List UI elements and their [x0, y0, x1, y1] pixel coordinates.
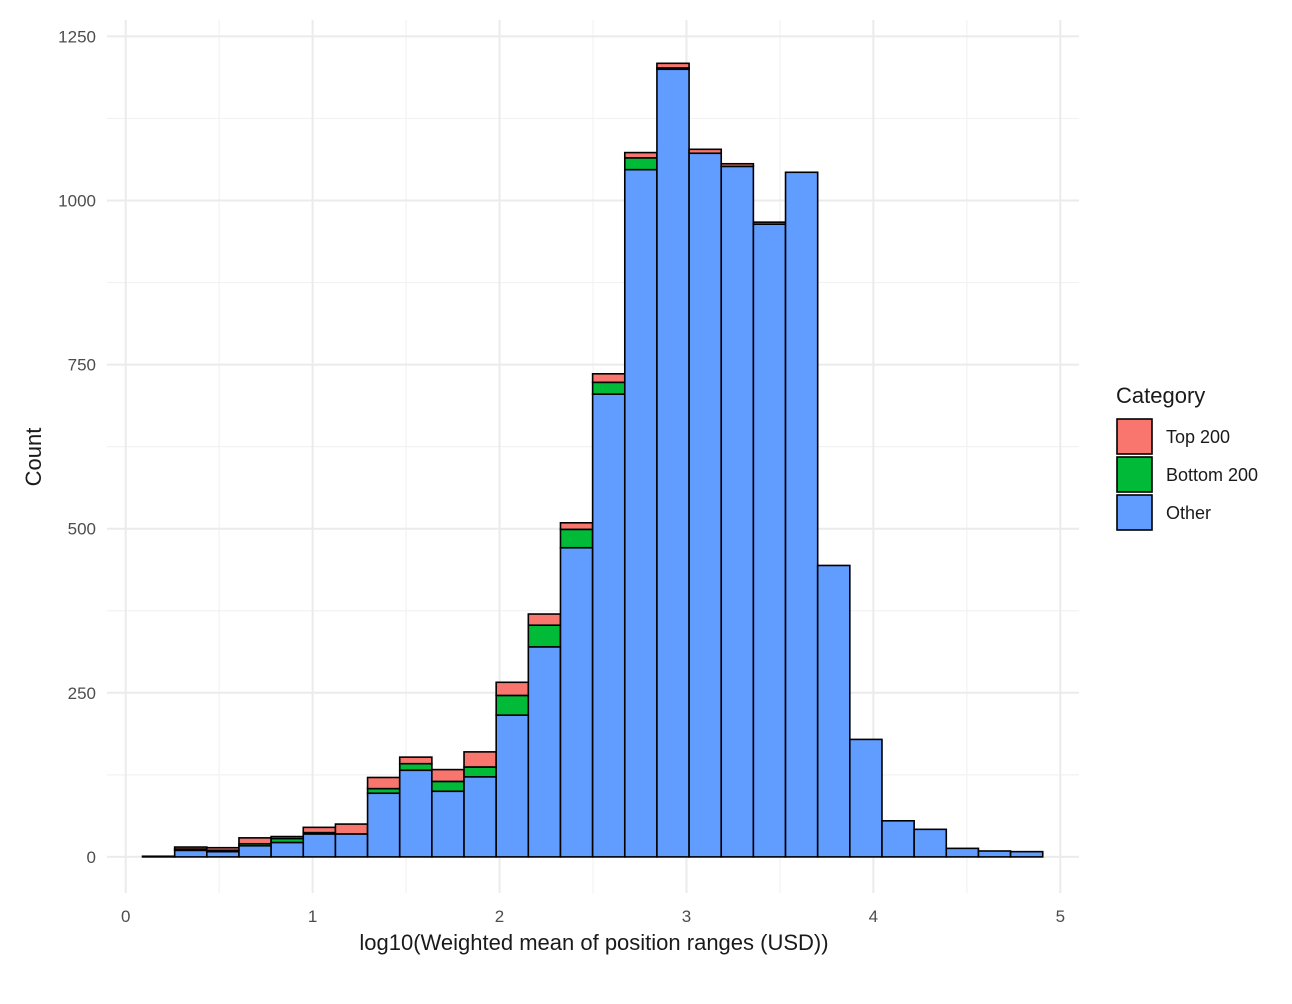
bar-other: [559, 546, 594, 858]
bar-top-200: [206, 846, 240, 852]
legend-label: Other: [1166, 503, 1211, 523]
bar-top-200: [302, 826, 337, 834]
y-tick-label: 750: [68, 356, 96, 375]
bar-bottom-200: [398, 762, 433, 772]
y-tick-label: 0: [87, 848, 96, 867]
bar-bottom-200: [623, 157, 658, 171]
bar-top-200: [495, 681, 530, 697]
bar-top-200: [623, 151, 658, 159]
bar-bottom-200: [527, 624, 562, 648]
bar-bottom-200: [495, 694, 530, 716]
bar-other: [141, 855, 176, 858]
bar-other: [977, 850, 1012, 858]
bar-top-200: [752, 221, 787, 225]
bar-other: [720, 165, 755, 858]
bar-top-200: [656, 62, 690, 69]
bar-other: [881, 819, 915, 858]
legend-items: Top 200 Bottom 200 Other: [1116, 418, 1258, 531]
x-axis-tick-labels: 0 1 2 3 4 5: [121, 907, 1065, 926]
x-tick-label: 0: [121, 907, 130, 926]
x-tick-label: 1: [308, 907, 317, 926]
x-tick-label: 4: [869, 907, 878, 926]
bar-other: [463, 776, 497, 858]
bar-top-200: [559, 521, 594, 531]
bar-other: [784, 171, 819, 858]
bar-other: [623, 168, 658, 858]
x-tick-label: 2: [495, 907, 504, 926]
legend-label: Bottom 200: [1166, 465, 1258, 485]
bar-top-200: [334, 823, 369, 835]
x-axis-title: log10(Weighted mean of position ranges (…: [359, 930, 828, 955]
bar-bottom-200: [431, 780, 465, 793]
bar-top-200: [366, 776, 401, 790]
bar-top-200: [591, 372, 626, 384]
bar-bottom-200: [463, 766, 497, 778]
y-tick-label: 1250: [58, 27, 96, 46]
bar-other: [656, 68, 690, 858]
y-tick-label: 500: [68, 520, 96, 539]
bar-other: [688, 152, 723, 858]
bar-other: [173, 849, 208, 858]
bar-top-200: [720, 162, 755, 168]
bar-other: [398, 769, 433, 858]
bar-other: [913, 828, 948, 858]
bar-other: [366, 792, 401, 858]
bar-other: [238, 844, 272, 858]
bar-top-200: [398, 756, 433, 765]
bar-other: [1009, 850, 1044, 858]
x-tick-label: 5: [1056, 907, 1065, 926]
bar-other: [270, 841, 305, 858]
legend: Category Top 200 Bottom 200 Other: [1116, 383, 1258, 531]
legend-swatch-other: [1116, 494, 1153, 531]
bar-bottom-200: [559, 528, 594, 549]
bar-other: [816, 564, 851, 858]
bar-top-200: [688, 148, 723, 155]
y-tick-label: 250: [68, 684, 96, 703]
legend-swatch-bottom-200: [1116, 456, 1153, 493]
bar-other: [527, 646, 562, 858]
y-tick-label: 1000: [58, 192, 96, 211]
bar-other: [945, 847, 980, 858]
bar-other: [591, 393, 626, 858]
bar-top-200: [173, 846, 208, 850]
legend-title: Category: [1116, 383, 1205, 408]
bar-top-200: [463, 751, 497, 768]
bars: [141, 62, 1044, 858]
bar-top-200: [527, 613, 562, 626]
bar-other: [334, 833, 369, 858]
legend-label: Top 200: [1166, 427, 1230, 447]
bar-top-200: [270, 835, 305, 840]
bar-other: [752, 223, 787, 858]
bar-other: [495, 714, 530, 858]
bar-other: [431, 790, 465, 858]
x-tick-label: 3: [682, 907, 691, 926]
bar-top-200: [238, 837, 272, 845]
legend-swatch-top-200: [1116, 418, 1153, 455]
bar-other: [302, 833, 337, 858]
y-axis-title: Count: [21, 428, 46, 487]
bar-top-200: [431, 768, 465, 783]
bar-bottom-200: [591, 381, 626, 395]
y-axis-tick-labels: 0 250 500 750 1000 1250: [58, 27, 96, 866]
bar-other: [849, 738, 883, 858]
